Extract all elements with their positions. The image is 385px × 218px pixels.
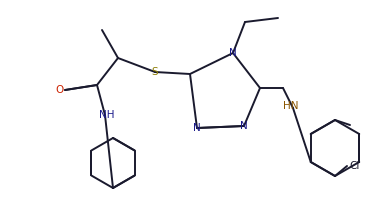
Text: HN: HN xyxy=(283,101,299,111)
Text: NH: NH xyxy=(99,110,115,120)
Text: Cl: Cl xyxy=(350,161,360,171)
Text: N: N xyxy=(240,121,248,131)
Text: O: O xyxy=(55,85,63,95)
Text: N: N xyxy=(193,123,201,133)
Text: N: N xyxy=(229,48,237,58)
Text: S: S xyxy=(152,67,158,77)
